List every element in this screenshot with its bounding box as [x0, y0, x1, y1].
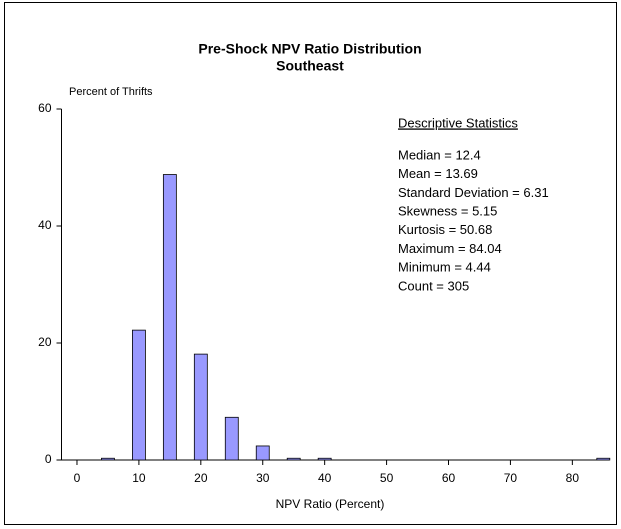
x-tick-label: 20 — [194, 471, 208, 485]
x-tick-label: 0 — [74, 471, 81, 485]
x-tick-label: 50 — [380, 471, 394, 485]
bar — [193, 353, 208, 461]
bar — [162, 174, 177, 461]
x-axis-label: NPV Ratio (Percent) — [276, 497, 385, 511]
stats-line: Median = 12.4 — [398, 147, 481, 162]
y-axis-label: Percent of Thrifts — [69, 86, 153, 98]
x-tick-label: 60 — [442, 471, 456, 485]
bar — [286, 457, 301, 461]
x-tick-label: 30 — [256, 471, 270, 485]
bar — [224, 416, 239, 461]
bar — [317, 457, 332, 461]
chart-frame — [4, 2, 617, 525]
bar — [101, 457, 115, 461]
x-tick-label: 70 — [504, 471, 518, 485]
stats-line: Maximum = 84.04 — [398, 241, 502, 256]
y-tick-label: 40 — [38, 218, 52, 232]
stats-line: Kurtosis = 50.68 — [398, 222, 492, 237]
stats-line: Skewness = 5.15 — [398, 204, 497, 219]
chart-subtitle: Southeast — [276, 58, 344, 74]
bar — [596, 457, 611, 461]
stats-line: Minimum = 4.44 — [398, 260, 491, 275]
bar — [132, 329, 146, 461]
x-tick-label: 10 — [132, 471, 146, 485]
stats-line: Standard Deviation = 6.31 — [398, 185, 549, 200]
x-tick-label: 80 — [566, 471, 580, 485]
stats-line: Count = 305 — [398, 278, 469, 293]
chart-title: Pre-Shock NPV Ratio Distribution — [198, 41, 421, 57]
stats-heading: Descriptive Statistics — [398, 115, 518, 130]
x-tick-label: 40 — [318, 471, 332, 485]
y-tick-label: 60 — [38, 101, 52, 115]
y-tick-label: 0 — [45, 452, 52, 466]
stats-line: Mean = 13.69 — [398, 166, 478, 181]
bar — [255, 445, 270, 461]
y-tick-label: 20 — [38, 335, 52, 349]
